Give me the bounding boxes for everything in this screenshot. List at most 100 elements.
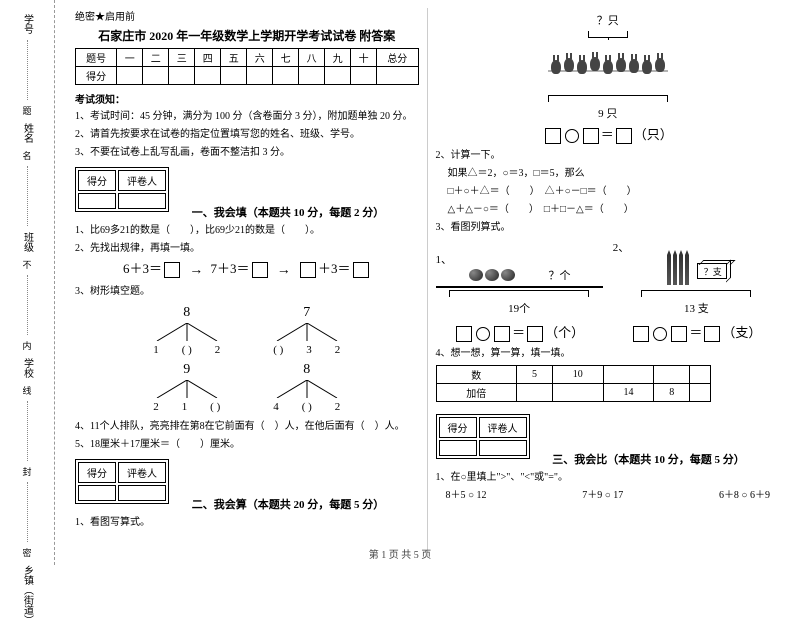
tree-diagram: 8 4( )2 [262,362,352,413]
blank-box [704,326,720,342]
leaf: 1 [182,401,188,413]
q3-eq: ＝（个） [436,322,603,342]
blank-box [583,128,599,144]
leaf: ( ) [302,401,312,413]
table-row: 加倍 14 8 [436,383,711,401]
rabbit-figure: ？只 9 只 [436,12,781,121]
rabbit-icon [616,58,626,72]
th: 九 [325,49,351,67]
binding-margin: 学号 题 姓名 名 班级 不 内 学校 线 封 密 乡镇（街道） [0,0,55,565]
q3-figures: 1、 ？个 19个 ＝（个） 2、 ？支 [436,239,781,342]
left-column: 绝密★启用前 石家庄市 2020 年一年级数学上学期开学考试试卷 附答案 题号 … [67,8,428,557]
q4-table: 数 5 10 加倍 14 8 [436,365,712,402]
score-c1: 得分 [439,417,477,438]
dotted-line [27,166,28,226]
td [118,485,166,501]
q2-1: 1、看图写算式。 [75,515,419,530]
td [78,485,116,501]
rabbit-icon [551,60,561,74]
rabbit-icon [655,58,665,72]
bind-marker: 题 [2,104,52,117]
q2-4: 4、想一想，算一算，填一填。 [436,346,781,361]
sub-label: 1、 [436,251,603,267]
notice-item: 2、请首先按要求在试卷的指定位置填写您的姓名、班级、学号。 [75,127,419,142]
td [325,67,351,85]
arrow-icon: → [277,263,291,278]
leaf: 2 [335,401,341,413]
leaf: 1 [153,344,159,356]
header-table: 题号 一 二 三 四 五 六 七 八 九 十 总分 得分 [75,48,419,85]
blank-box [545,128,561,144]
content-area: 绝密★启用前 石家庄市 2020 年一年级数学上学期开学考试试卷 附答案 题号 … [55,0,800,565]
tree-row-2: 9 21( ) 8 4( )2 [75,362,419,413]
rabbit-icon [564,58,574,72]
rabbit-eq: ＝（只） [436,125,781,145]
blank-box [527,326,543,342]
brace-icon [588,30,628,38]
unit-label: （只） [634,127,673,142]
td: 8 [654,383,690,401]
td [273,67,299,85]
blank-box [671,326,687,342]
q3-sub1: 1、 ？个 19个 ＝（个） [436,251,603,342]
rabbit-icon [642,60,652,74]
q1-1: 1、比69多21的数是（ ），比69少21的数是（ ）。 [75,223,419,238]
td [654,365,690,383]
score-c1: 得分 [78,462,116,483]
td: 加倍 [436,383,517,401]
q3b-eq: ＝（支） [613,322,780,342]
q2-2: 2、计算一下。 [436,148,781,163]
bind-school: 学校 [20,358,35,378]
table-row: 题号 一 二 三 四 五 六 七 八 九 十 总分 [76,49,419,67]
circle-op [653,327,667,341]
td [479,440,527,456]
blank-box [164,262,180,278]
q1-2: 2、先找出规律，再填一填。 [75,241,419,256]
blank-box [633,326,649,342]
compare-item: 6＋8 ○ 6＋9 [719,488,770,503]
q1-5: 5、18厘米＋17厘米＝（ ）厘米。 [75,437,419,452]
th: 六 [247,49,273,67]
td: 14 [603,383,654,401]
section3-title: 三、我会比（本题共 10 分，每题 5 分） [552,454,745,466]
tree-row-1: 8 1( )2 7 ( )32 [75,305,419,356]
tree-top: 7 [262,305,352,321]
q1-4: 4、11个人排队，亮亮排在第8在它前面有（ ）人，在他后面有（ ）人。 [75,419,419,434]
page-footer: 第 1 页 共 5 页 [0,546,800,561]
blank-box [616,128,632,144]
blank-box [300,262,316,278]
pencils-icon [666,255,690,288]
td: 得分 [76,67,117,85]
td [221,67,247,85]
rabbit-total-label: 9 只 [436,105,781,121]
bind-class: 班级 [20,232,35,252]
rabbit-q-label: ？只 [436,12,781,28]
dotted-line [27,482,28,542]
leaf: ( ) [273,344,283,356]
th: 八 [299,49,325,67]
tree-top: 9 [142,362,232,378]
q2-3: 3、看图列算式。 [436,220,781,235]
td [690,383,711,401]
td [143,67,169,85]
td [603,365,654,383]
leaf: ( ) [210,401,220,413]
arrow-icon: → [189,263,203,278]
table-row: 数 5 10 [436,365,711,383]
bind-marker: 名 [2,149,52,162]
eq-line: 6＋3＝ → 7＋3＝ → ＋3＝ [75,259,419,281]
tree-bottom: ( )32 [262,344,352,356]
notice-item: 1、考试时间：45 分钟，满分为 100 分（含卷面分 3 分），附加题单独 2… [75,109,419,124]
blank-box [252,262,268,278]
td [299,67,325,85]
eq-a: 6＋3＝ [123,261,162,276]
q3-sub2: 2、 ？支 13 支 ＝（支） [613,239,780,342]
tree-top: 8 [142,305,232,321]
rabbit-icon [603,60,613,74]
leaf: 3 [306,344,312,356]
tree-bottom: 4( )2 [262,401,352,413]
th: 四 [195,49,221,67]
score-box: 得分评卷人 [75,167,169,212]
circle-op [476,327,490,341]
notice-item: 3、不要在试卷上乱写乱画，卷面不整洁扣 3 分。 [75,145,419,160]
